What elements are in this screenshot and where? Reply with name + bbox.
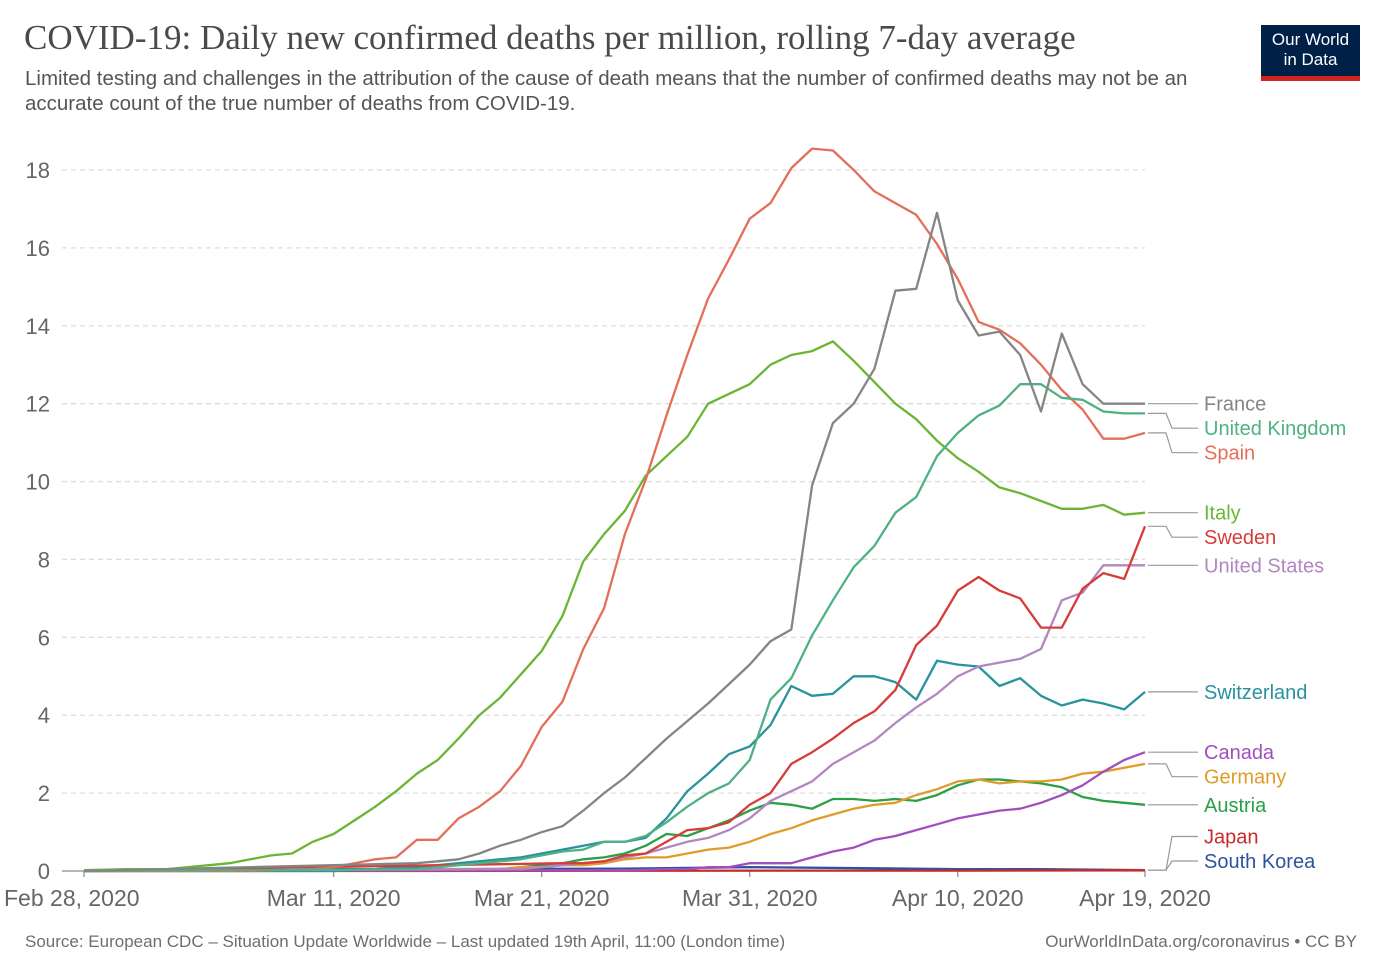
logo-line-1: Our World: [1271, 30, 1350, 49]
source-note[interactable]: Source: European CDC – Situation Update …: [25, 932, 786, 951]
legend-label-united-kingdom[interactable]: United Kingdom: [1204, 418, 1346, 440]
owid-logo[interactable]: Our World in Data: [1261, 25, 1360, 81]
series-line-united-kingdom[interactable]: [83, 383, 1145, 873]
line-chart: 0 2 4 6 8 10 12 14 16 18 Feb 28, 2020 Mar 11, 2020…: [4, 147, 1346, 911]
legend-label-germany[interactable]: Germany: [1204, 767, 1286, 789]
legend-label-japan[interactable]: Japan: [1204, 827, 1259, 849]
credit-link[interactable]: OurWorldInData.org/coronavirus • CC BY: [1045, 932, 1357, 951]
series-line-france[interactable]: [83, 211, 1145, 873]
legend-label-france[interactable]: France: [1204, 394, 1266, 416]
legend-connector: [1148, 835, 1198, 871]
x-tick-label: Mar 21, 2020: [474, 885, 610, 911]
chart-title: COVID-19: Daily new confirmed deaths per…: [24, 18, 1076, 57]
y-tick-label: 6: [38, 625, 50, 650]
legend-connector: [1148, 412, 1198, 429]
legend-label-canada[interactable]: Canada: [1204, 742, 1275, 764]
x-tick-label: Mar 31, 2020: [682, 885, 818, 911]
y-axis-ticks: 0 2 4 6 8 10 12 14 16 18: [26, 158, 50, 884]
legend-connector: [1148, 432, 1198, 454]
x-tick-label: Apr 19, 2020: [1079, 885, 1211, 911]
legend-label-united-states[interactable]: United States: [1204, 555, 1324, 577]
legend-label-spain[interactable]: Spain: [1204, 443, 1255, 465]
x-tick-label: Mar 11, 2020: [267, 885, 401, 911]
series-line-switzerland[interactable]: [84, 659, 1146, 873]
legend-connector: [1148, 860, 1198, 871]
y-tick-label: 12: [26, 392, 50, 417]
series-line-united-states[interactable]: [83, 564, 1145, 873]
logo-line-2: in Data: [1283, 50, 1338, 69]
series-line-italy[interactable]: [83, 340, 1146, 872]
x-tick-label: Apr 10, 2020: [892, 885, 1024, 911]
y-tick-label: 10: [26, 470, 50, 495]
y-tick-label: 4: [38, 703, 50, 728]
legend-label-south-korea[interactable]: South Korea: [1204, 851, 1316, 873]
y-tick-label: 2: [38, 781, 50, 806]
series-line-spain[interactable]: [84, 147, 1146, 873]
chart-subtitle: Limited testing and challenges in the at…: [25, 67, 1188, 115]
series-line-canada[interactable]: [83, 751, 1146, 873]
y-tick-label: 16: [26, 236, 50, 261]
x-axis-ticks: Feb 28, 2020 Mar 11, 2020 Mar 21, 2020 Mar …: [4, 871, 1211, 911]
y-tick-label: 0: [38, 859, 50, 884]
y-tick-label: 18: [26, 158, 50, 183]
legend-connector: [1148, 763, 1198, 778]
series-lines: [83, 147, 1147, 873]
series-line-sweden[interactable]: [83, 525, 1147, 873]
y-tick-label: 8: [38, 547, 50, 572]
x-tick-label: Feb 28, 2020: [4, 885, 140, 911]
legend-label-italy[interactable]: Italy: [1204, 503, 1241, 525]
legend-label-austria[interactable]: Austria: [1204, 795, 1267, 817]
y-tick-label: 14: [26, 314, 50, 339]
grid-lines: [62, 169, 1145, 872]
legend-label-sweden[interactable]: Sweden: [1204, 527, 1276, 549]
legend-label-switzerland[interactable]: Switzerland: [1204, 682, 1307, 704]
legend-connector: [1148, 525, 1198, 538]
